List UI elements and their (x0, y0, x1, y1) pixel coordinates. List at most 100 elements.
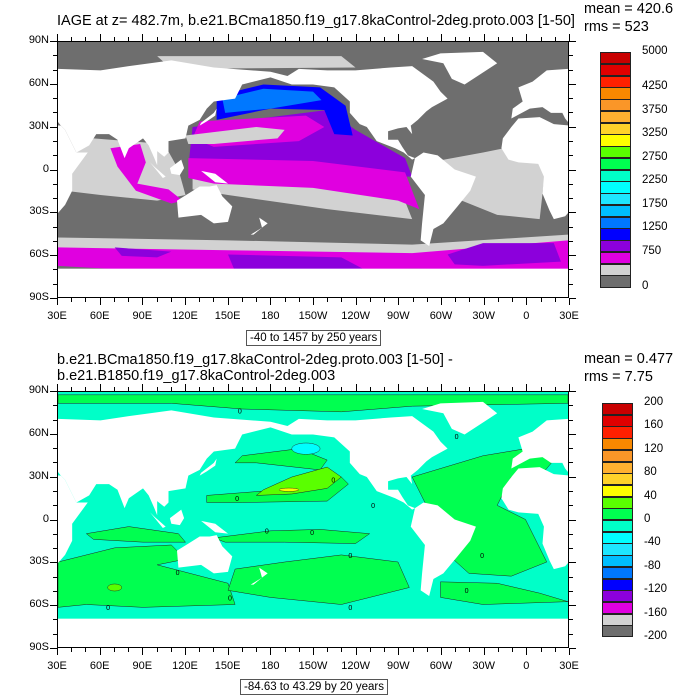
lat-tick (50, 83, 57, 85)
field-region (278, 487, 300, 492)
lon-tick (270, 34, 272, 41)
lat-tick (50, 391, 57, 392)
lon-tick (569, 298, 570, 305)
lon-tick-label: 60E (89, 660, 110, 672)
lon-tick (398, 384, 400, 391)
lon-tick-label: 120W (341, 310, 371, 322)
colorbar-box (602, 566, 633, 579)
lat-tick (53, 505, 57, 507)
lon-tick (213, 298, 215, 302)
lat-tick-label: 30N (28, 119, 49, 132)
colorbar-box (600, 193, 631, 206)
field-region (228, 254, 363, 272)
lon-tick (341, 37, 343, 41)
lon-tick (113, 387, 115, 391)
land-polygon (250, 567, 268, 585)
lon-tick (284, 387, 286, 391)
lon-tick (441, 34, 442, 41)
lat-tick (569, 140, 573, 142)
lat-tick (50, 169, 57, 171)
lon-tick (369, 648, 371, 652)
lat-tick (569, 605, 576, 607)
lon-tick (483, 298, 485, 305)
lon-tick (128, 298, 130, 302)
lon-tick-label: 60W (429, 310, 453, 322)
lon-tick-label: 60E (89, 310, 110, 322)
lat-tick (569, 126, 576, 128)
lon-tick (185, 384, 186, 391)
lon-tick (426, 298, 428, 302)
lon-tick-label: 120E (172, 310, 198, 322)
colorbar-box (600, 99, 631, 112)
field-region (291, 442, 321, 455)
lon-tick (455, 37, 457, 41)
lat-tick-label: 60S (29, 598, 49, 611)
colorbar-box (600, 228, 631, 241)
antarctica (58, 268, 568, 297)
lat-tick (53, 240, 57, 242)
lat-tick-label: 90S (29, 641, 49, 653)
lon-tick (526, 384, 528, 391)
lon-tick-label: 120W (341, 660, 371, 672)
lon-tick (99, 384, 101, 391)
lon-tick (469, 648, 471, 652)
colorbar-box (602, 473, 633, 486)
lon-tick (327, 648, 329, 652)
lon-tick (341, 298, 343, 302)
colorbar-label: 120 (644, 442, 664, 455)
field-region (255, 466, 342, 496)
lon-tick (256, 37, 258, 41)
lat-tick (50, 433, 57, 435)
colorbar-label: -200 (644, 630, 668, 642)
lat-tick (569, 391, 576, 392)
field-region (114, 247, 172, 258)
field-region (227, 554, 410, 605)
lon-tick-label: 150W (298, 310, 328, 322)
plot1-title: IAGE at z= 482.7m, b.e21.BCma1850.f19_g1… (57, 13, 575, 29)
colorbar-box (602, 426, 633, 439)
lat-tick (53, 576, 57, 578)
lat-tick (569, 533, 573, 535)
lon-tick (156, 298, 158, 302)
lat-tick (569, 169, 576, 171)
field-region (85, 526, 187, 543)
contour-label: 0 (348, 552, 352, 560)
lon-tick (270, 298, 272, 305)
lat-tick (569, 283, 573, 285)
lon-tick (213, 648, 215, 652)
field-region (429, 144, 547, 220)
lon-tick (170, 648, 172, 652)
lon-tick (355, 298, 357, 305)
lat-tick (569, 269, 573, 271)
lon-tick (569, 648, 570, 655)
colorbar-box (602, 496, 633, 509)
lat-tick (569, 519, 576, 521)
lat-tick (53, 283, 57, 285)
lon-tick-label: 60W (429, 660, 453, 672)
lat-tick-label: 30S (29, 555, 49, 568)
lat-tick (53, 490, 57, 492)
lon-tick (441, 298, 442, 305)
lat-tick (569, 298, 576, 299)
colorbar-box (602, 531, 633, 544)
lon-tick (156, 648, 158, 652)
lon-tick (327, 298, 329, 302)
lon-tick (455, 298, 457, 302)
lon-tick (142, 384, 144, 391)
plot2-range-info: -84.63 to 43.29 by 20 years (240, 679, 389, 695)
colorbar-box (602, 438, 633, 451)
land-polygon (58, 125, 88, 214)
lon-tick (497, 648, 499, 652)
lat-tick-label: 60S (29, 248, 49, 261)
lon-tick (241, 37, 243, 41)
lat-tick (50, 476, 57, 478)
lat-tick (53, 405, 57, 407)
lon-tick (284, 298, 286, 302)
lon-tick (355, 384, 357, 391)
land-polygon (169, 509, 185, 526)
lon-tick (113, 298, 115, 302)
colorbar-label: 2750 (642, 150, 668, 163)
lon-tick-label: 30W (472, 660, 495, 672)
plot2-title: b.e21.BCma1850.f19_g17.8kaControl-2deg.p… (57, 352, 453, 384)
contour-label: 0 (265, 528, 269, 536)
